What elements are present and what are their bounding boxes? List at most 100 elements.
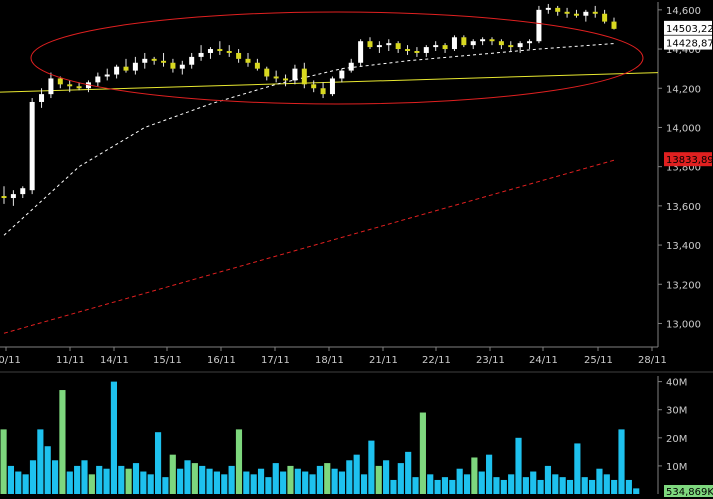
volume-bar [544,465,552,494]
volume-bar [390,479,397,494]
volume-bar [463,474,471,494]
lower-trend-label: 13833,89 [666,155,713,166]
volume-bar [7,465,15,494]
candle-body [207,49,213,53]
candle-body [376,45,382,48]
candle-body [498,41,504,46]
volume-bar [44,446,51,494]
candle-body [273,76,279,79]
volume-bar [81,460,88,494]
volume-bar [625,479,632,494]
volume-bar [243,471,250,494]
x-tick-label: 10/11 [0,355,21,366]
volume-bar [368,440,375,494]
x-tick-label: 17/11 [261,355,290,366]
candle-body [189,56,195,65]
volume-bar [618,429,625,494]
x-tick-label: 11/11 [56,355,85,366]
volume-bar [250,474,257,494]
volume-bar [74,465,81,494]
x-tick-label: 14/11 [100,355,129,366]
volume-bar [22,474,29,494]
volume-bar [346,460,353,494]
volume-bar [552,474,559,494]
x-tick-label: 23/11 [476,355,505,366]
volume-bar [530,471,537,494]
candle-body [1,196,7,199]
candle-body [470,41,476,46]
volume-bar [493,477,500,494]
candle-body [405,49,411,52]
candle-body [76,86,82,89]
candle-body [536,9,542,42]
volume-bar [338,471,346,494]
volume-bar [522,477,529,494]
volume-bar [360,474,368,494]
candle-body [545,7,551,10]
x-tick-label: 22/11 [422,355,451,366]
candle-body [123,66,129,71]
volume-bar [383,460,390,494]
volume-bar [162,477,169,494]
candle-body [226,51,232,53]
y-tick-label: 13,200 [666,280,701,291]
volume-bar [508,474,515,494]
volume-bar [324,463,331,494]
volume-bar [611,479,618,494]
volume-bar [486,454,493,494]
x-tick-label: 15/11 [153,355,182,366]
y-tick-label: 14,200 [666,84,701,95]
candle-body [489,39,495,42]
volume-bar [59,390,66,494]
volume-bar [235,429,243,494]
candle-body [254,62,260,69]
candle-body [245,58,251,63]
x-tick-label: 28/11 [638,355,667,366]
price-panel: 13,000 13,200 13,400 13,600 13,800 14,000 14,2… [0,2,713,366]
candle-body [151,58,157,61]
candle-body [264,68,270,77]
candle-body [414,51,420,53]
volume-bar [51,460,59,494]
volume-bar [213,471,220,494]
volume-bar [581,477,588,494]
volume-panel: 10M 20M 30M 40M 534,869K [0,371,713,498]
candle-body [57,78,63,85]
candle-body [161,60,167,63]
volume-bar [574,443,581,494]
volume-bar [37,429,44,494]
moving-average-line [3,43,615,236]
candle-body [395,43,401,50]
candle-body [114,66,120,75]
last-price-label: 14503,22 [666,24,713,35]
moving-average-label-box [664,35,712,50]
volume-bar [272,463,279,494]
volume-bar [184,460,191,494]
candle-body [461,37,467,46]
highlight-ellipse [30,11,644,105]
volume-bar [177,468,184,494]
volume-bar [169,454,176,494]
candle-body [179,64,185,69]
volume-tick-label: 20M [666,434,687,445]
last-price-label-box [664,20,712,35]
volume-bar [331,468,338,494]
candle-body [611,21,617,29]
volume-bar [206,468,213,494]
volume-bar [302,471,309,494]
lower-trend-label-box [664,152,712,167]
volume-tick-label: 30M [666,406,687,417]
candle-body [386,43,392,46]
volume-bar [412,477,419,494]
candle-body [367,41,373,48]
candle-body [283,78,289,81]
candle-body [39,94,45,102]
candle-body [29,101,35,191]
candle-body [301,68,307,85]
candle-body [142,58,148,63]
x-tick-label: 25/11 [584,355,613,366]
volume-bar [147,474,154,494]
candle-body [508,45,514,48]
candle-body [104,74,110,77]
